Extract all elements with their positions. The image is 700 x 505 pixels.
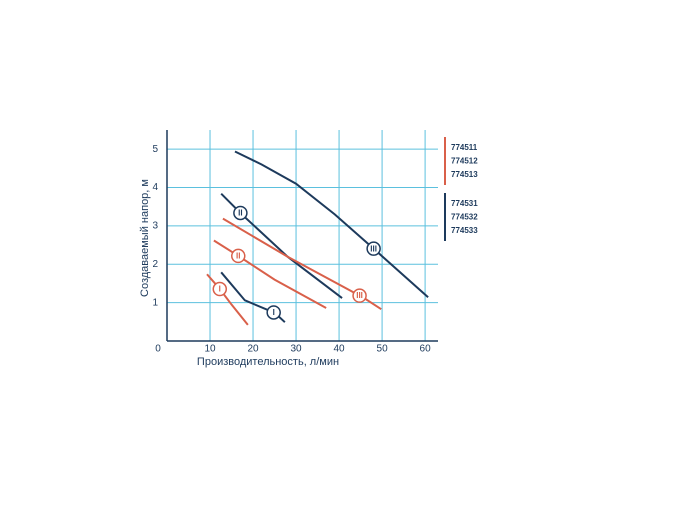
curve-label: I — [273, 308, 275, 317]
curve-label: I — [219, 285, 221, 294]
legend-label: 774511 — [451, 143, 478, 152]
x-axis-title: Производительность, л/мин — [197, 356, 339, 368]
y-tick-label: 4 — [152, 182, 158, 193]
y-tick-label: 2 — [152, 259, 158, 270]
curve-marker — [231, 248, 246, 264]
curve-label: II — [238, 209, 242, 218]
curve-label: III — [370, 244, 377, 253]
curve — [220, 192, 343, 299]
curve — [206, 273, 249, 326]
x-tick-label: 50 — [377, 344, 389, 355]
curve-marker — [212, 281, 228, 297]
curve-label: III — [356, 291, 363, 300]
y-axis-title: Создаваемый напор, м — [139, 179, 151, 297]
legend-label: 774532 — [451, 213, 478, 222]
legend-label: 774513 — [451, 170, 478, 179]
x-tick-label: 20 — [247, 344, 259, 355]
x-tick-label: 0 — [155, 344, 161, 355]
y-tick-label: 5 — [152, 144, 158, 155]
legend-label: 774512 — [451, 157, 478, 166]
curve — [234, 150, 429, 299]
y-tick-label: 1 — [152, 297, 158, 308]
curve-marker — [352, 288, 367, 303]
curve-marker — [366, 241, 381, 256]
curve — [222, 217, 382, 310]
curve — [213, 239, 327, 309]
curve-marker — [266, 305, 281, 320]
x-tick-label: 40 — [334, 344, 346, 355]
curve-label: II — [236, 252, 240, 261]
x-tick-label: 30 — [290, 344, 302, 355]
legend-label: 774533 — [451, 226, 478, 235]
x-tick-label: 60 — [420, 344, 432, 355]
y-tick-label: 3 — [152, 221, 158, 232]
curve — [220, 271, 286, 323]
legend-label: 774531 — [451, 199, 478, 208]
curve-marker — [233, 205, 248, 221]
x-tick-label: 10 — [204, 344, 216, 355]
